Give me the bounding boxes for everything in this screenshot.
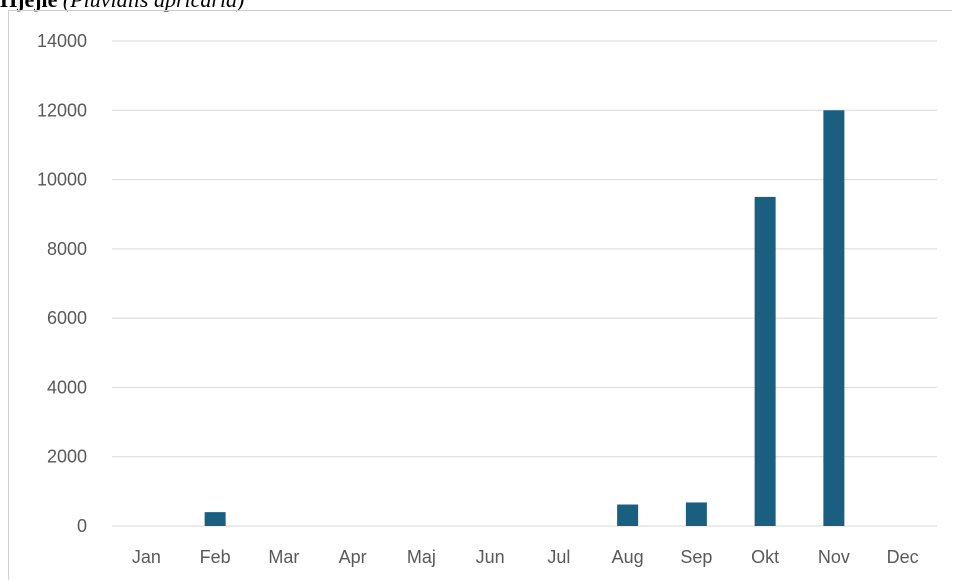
bar-sep xyxy=(685,502,707,526)
chart-title: Hjejle (Pluvialis apricaria) xyxy=(0,0,244,12)
bar-okt xyxy=(754,196,776,526)
x-tick-label: Jun xyxy=(476,547,505,567)
x-tick-label: Feb xyxy=(200,547,231,567)
y-tick-label: 8000 xyxy=(47,239,87,259)
x-tick-label: Maj xyxy=(407,547,436,567)
x-tick-label: Apr xyxy=(339,547,367,567)
x-tick-label: Nov xyxy=(818,547,850,567)
x-tick-label: Sep xyxy=(680,547,712,567)
bar-nov xyxy=(823,110,845,527)
x-tick-label: Mar xyxy=(268,547,299,567)
bar-aug xyxy=(617,504,639,526)
x-tick-label: Okt xyxy=(751,547,779,567)
x-tick-label: Dec xyxy=(887,547,919,567)
y-tick-label: 2000 xyxy=(47,447,87,467)
chart-frame xyxy=(8,10,952,580)
y-tick-label: 6000 xyxy=(47,308,87,328)
x-tick-label: Jan xyxy=(132,547,161,567)
y-tick-label: 12000 xyxy=(37,100,87,120)
x-tick-label: Aug xyxy=(612,547,644,567)
y-tick-label: 0 xyxy=(77,516,87,536)
bar-feb xyxy=(204,512,226,526)
x-tick-label: Jul xyxy=(547,547,570,567)
y-tick-label: 4000 xyxy=(47,377,87,397)
y-tick-label: 14000 xyxy=(37,31,87,51)
y-tick-label: 10000 xyxy=(37,170,87,190)
chart-title-latin-name: (Pluvialis apricaria) xyxy=(63,0,244,12)
chart-title-common-name: Hjejle xyxy=(0,0,57,12)
